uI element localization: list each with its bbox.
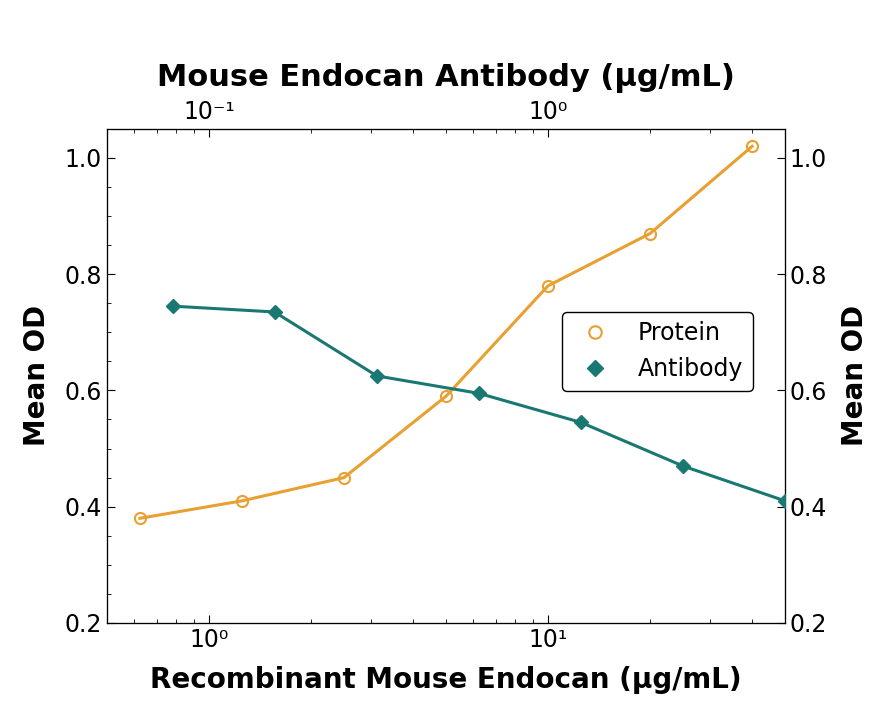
X-axis label: Mouse Endocan Antibody (μg/mL): Mouse Endocan Antibody (μg/mL) — [157, 63, 735, 93]
Y-axis label: Mean OD: Mean OD — [841, 305, 869, 447]
Legend: Protein, Antibody: Protein, Antibody — [563, 312, 753, 390]
X-axis label: Recombinant Mouse Endocan (μg/mL): Recombinant Mouse Endocan (μg/mL) — [150, 666, 742, 694]
Y-axis label: Mean OD: Mean OD — [23, 305, 51, 447]
